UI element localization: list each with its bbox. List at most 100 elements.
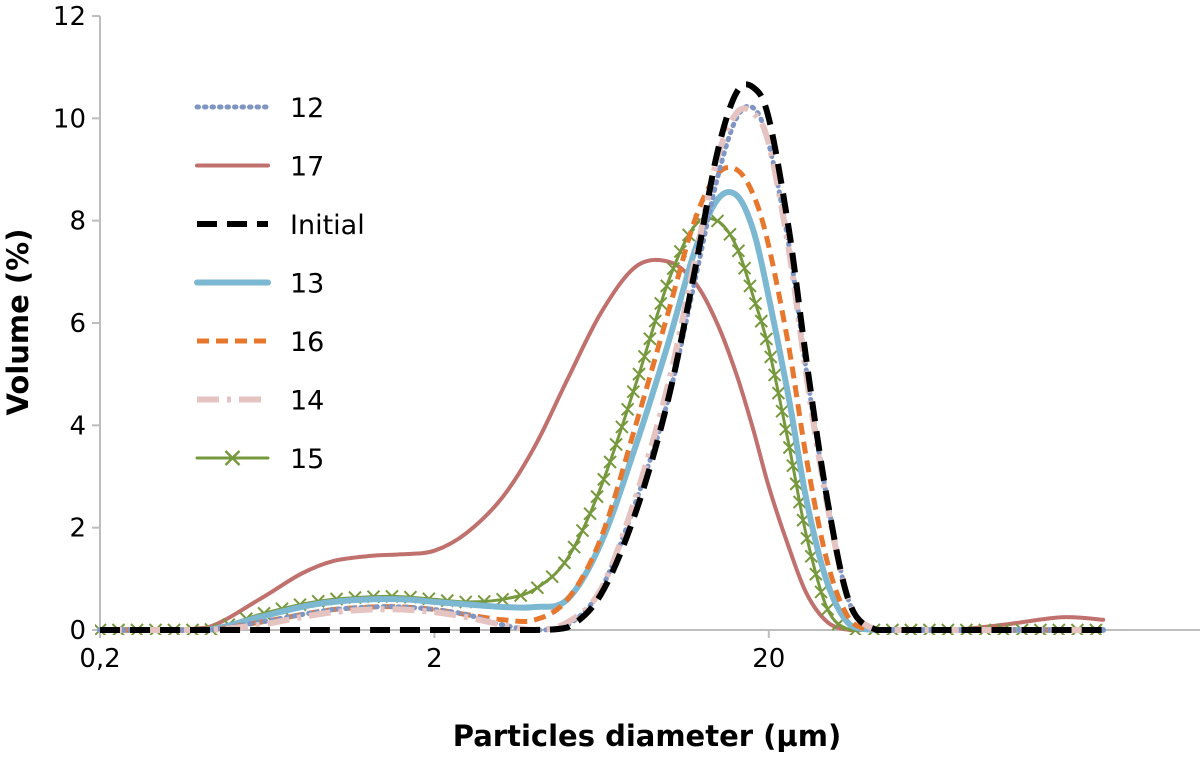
y-tick-label: 10 — [53, 104, 86, 134]
series-line-initial — [100, 81, 1104, 633]
y-tick-label: 8 — [69, 207, 86, 237]
marker-stroke — [779, 422, 793, 437]
marker-stroke — [820, 602, 835, 616]
marker-stroke — [775, 404, 789, 418]
marker-stroke — [603, 455, 617, 469]
series-marker-15 — [814, 585, 828, 599]
y-tick-label: 4 — [69, 411, 86, 441]
legend-item-13: 13 — [194, 269, 324, 300]
series-marker-15 — [779, 422, 793, 437]
marker-stroke — [748, 296, 763, 311]
marker-stroke — [710, 214, 725, 228]
marker-stroke — [764, 350, 778, 364]
marker-stroke — [666, 261, 680, 276]
series-marker-15 — [710, 214, 725, 228]
series-marker-15 — [748, 296, 763, 311]
marker-stroke — [673, 244, 688, 259]
series-line-14 — [100, 105, 1104, 633]
legend-item-12: 12 — [194, 93, 324, 124]
series-line-12 — [97, 103, 1106, 633]
y-tick-label: 12 — [53, 2, 86, 32]
series-line-17 — [98, 257, 1106, 632]
marker-stroke — [660, 279, 674, 293]
series-marker-15 — [495, 592, 510, 607]
marker-stroke — [575, 523, 590, 538]
legend-item-initial: Initial — [197, 210, 365, 241]
y-tick-label: 6 — [69, 309, 86, 339]
series-marker-15 — [615, 420, 629, 434]
series-marker-15 — [764, 350, 778, 364]
series-marker-15 — [743, 279, 757, 293]
series-marker-15 — [626, 385, 641, 399]
marker-stroke — [567, 540, 581, 554]
y-tick-label: 0 — [69, 616, 86, 646]
marker-stroke — [648, 314, 662, 328]
marker-stroke — [767, 368, 782, 382]
tick-labels: 0 2 4 6 8 10 12 0,2 2 20 — [53, 2, 785, 674]
series-marker-15 — [771, 386, 786, 400]
marker-stroke — [620, 402, 635, 417]
marker-stroke — [723, 227, 737, 242]
x-tick-label: 20 — [752, 644, 785, 674]
legend-label: 13 — [290, 269, 324, 300]
series-marker-15 — [775, 404, 789, 418]
series-marker-15 — [759, 332, 774, 346]
x-axis-title: Particles diameter (µm) — [453, 719, 841, 753]
legend-item-16: 16 — [197, 327, 324, 358]
marker-stroke — [583, 507, 597, 521]
marker-stroke — [545, 569, 559, 584]
series-line-13 — [97, 189, 1107, 633]
marker-stroke — [643, 332, 657, 346]
series-marker-15 — [609, 437, 623, 452]
series-marker-15 — [754, 314, 768, 328]
legend: 12 17 Initial 13 16 14 15 — [194, 93, 365, 475]
marker-stroke — [731, 244, 746, 258]
series-marker-15 — [648, 314, 662, 328]
series-marker-15 — [654, 296, 668, 311]
marker-stroke — [609, 437, 623, 452]
marker-stroke — [615, 420, 629, 434]
series-group — [95, 81, 1107, 635]
legend-label: Initial — [290, 210, 365, 241]
marker-stroke — [754, 314, 768, 328]
y-axis-title: Volume (%) — [1, 229, 35, 416]
series-marker-15 — [731, 244, 746, 258]
legend-label: 12 — [290, 93, 324, 124]
marker-stroke — [654, 296, 668, 311]
marker-stroke — [626, 385, 641, 399]
series-marker-15 — [567, 540, 581, 554]
series-marker-15 — [809, 567, 823, 581]
series-marker-15 — [723, 227, 737, 242]
marker-stroke — [632, 367, 646, 381]
series-marker-15 — [583, 507, 597, 521]
series-marker-15 — [643, 332, 657, 346]
legend-label: 17 — [290, 152, 324, 183]
marker-stroke — [637, 349, 652, 364]
legend-label: 16 — [290, 327, 324, 358]
marker-stroke — [737, 261, 752, 275]
legend-item-17: 17 — [195, 152, 324, 183]
series-marker-15 — [767, 368, 782, 382]
series-marker-15 — [590, 489, 604, 504]
marker-stroke — [495, 592, 510, 607]
marker-stroke — [809, 567, 823, 581]
marker-stroke — [597, 472, 611, 487]
marker-stroke — [513, 588, 528, 603]
series-marker-15 — [530, 580, 545, 595]
y-tick-label: 2 — [69, 514, 86, 544]
series-marker-15 — [637, 349, 652, 364]
series-marker-15 — [597, 472, 611, 487]
x-tick-label: 2 — [426, 644, 443, 674]
marker-stroke — [814, 585, 828, 599]
legend-label: 15 — [290, 444, 324, 475]
series-marker-15 — [603, 455, 617, 469]
legend-marker — [224, 450, 241, 466]
legend-item-15: 15 — [195, 444, 324, 475]
marker-stroke — [590, 489, 604, 504]
legend-label: 14 — [290, 386, 324, 417]
marker-stroke — [557, 556, 572, 570]
series-marker-15 — [782, 440, 797, 455]
legend-item-14: 14 — [197, 386, 324, 417]
series-marker-15 — [632, 367, 646, 381]
